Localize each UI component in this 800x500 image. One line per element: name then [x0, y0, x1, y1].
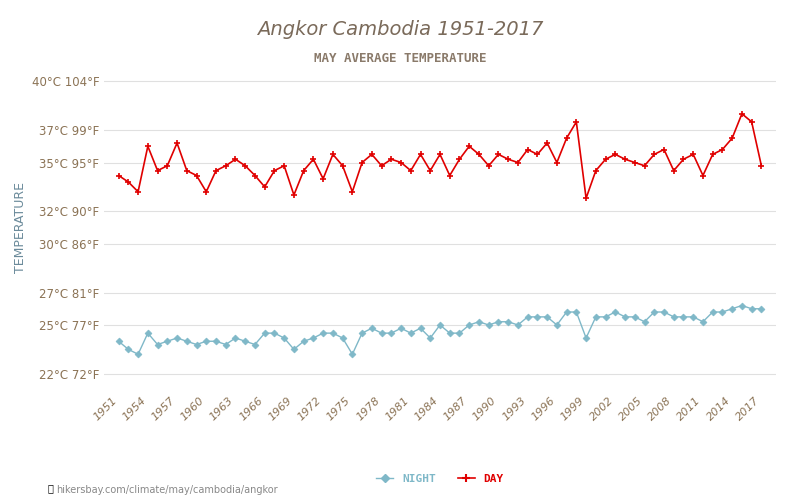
Text: 📍: 📍: [48, 484, 54, 494]
Text: Angkor Cambodia 1951-2017: Angkor Cambodia 1951-2017: [257, 20, 543, 39]
Text: MAY AVERAGE TEMPERATURE: MAY AVERAGE TEMPERATURE: [314, 52, 486, 66]
Y-axis label: TEMPERATURE: TEMPERATURE: [14, 182, 27, 273]
Legend: NIGHT, DAY: NIGHT, DAY: [372, 470, 508, 488]
Text: hikersbay.com/climate/may/cambodia/angkor: hikersbay.com/climate/may/cambodia/angko…: [56, 485, 278, 495]
